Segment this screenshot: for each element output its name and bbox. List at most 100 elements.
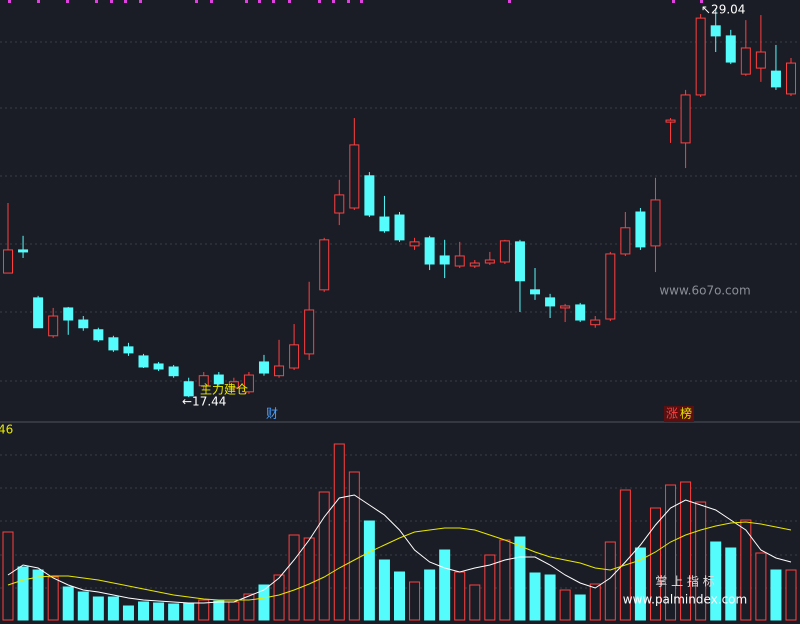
candle-body [228, 381, 239, 389]
signal-annotation: 涨 [666, 406, 678, 421]
candle-body [274, 365, 285, 377]
candle-body [695, 17, 706, 96]
marker [95, 0, 98, 3]
candle-body [258, 361, 269, 374]
candle-body [409, 241, 420, 247]
volume-bar [544, 574, 556, 621]
candle-body [770, 70, 781, 88]
candle-body [198, 375, 209, 387]
candle-body [454, 255, 465, 267]
candle-body [349, 144, 360, 209]
volume-bar [499, 539, 511, 621]
volume-bar [17, 566, 29, 621]
marker [288, 0, 291, 3]
candle-body [108, 337, 119, 351]
candle-body [740, 47, 751, 75]
volume-bar [213, 600, 225, 621]
candle-body [48, 315, 59, 337]
candle-body [620, 227, 631, 255]
volume-bar [755, 552, 767, 621]
volume-bar [183, 602, 195, 621]
volume-bar [198, 599, 210, 621]
candle-body [304, 309, 315, 355]
ma-line [7, 521, 792, 601]
candle-body [379, 216, 390, 232]
volume-bar [604, 541, 616, 621]
candle-body [469, 262, 480, 267]
candle-body [394, 214, 405, 241]
volume-bar [62, 586, 74, 621]
marker [360, 0, 363, 3]
volume-bar [92, 596, 104, 621]
volume-bar [77, 591, 89, 621]
volume-bar [318, 491, 330, 621]
volume-bar [107, 596, 119, 621]
candle-body [319, 239, 330, 291]
candle-body [530, 289, 541, 295]
candle-body [560, 305, 571, 309]
candle-body [424, 237, 435, 265]
candle-body [710, 25, 721, 37]
volume-bar [363, 520, 375, 621]
candle-body [213, 374, 224, 385]
volume-bar [122, 605, 134, 621]
marker [318, 0, 321, 3]
candle-body [364, 175, 375, 216]
candle-body [680, 94, 691, 144]
candle-body [63, 307, 74, 321]
low-annotation: ←17.44 [182, 395, 226, 409]
volume-bar [514, 536, 526, 621]
candle-body [289, 344, 300, 369]
volume-bar [740, 519, 752, 621]
candle-body [334, 194, 345, 214]
volume-bar [574, 594, 586, 621]
marker [37, 0, 40, 3]
volume-bar [710, 541, 722, 621]
candle-body [725, 35, 736, 63]
marker [700, 0, 703, 3]
volume-bar [469, 584, 481, 621]
candle-body [605, 253, 616, 320]
marker [8, 0, 11, 3]
volume-bar [258, 584, 270, 621]
volume-bar [559, 589, 571, 621]
candle-body [650, 199, 661, 247]
volume-bar [785, 569, 797, 621]
volume-bar [529, 572, 541, 621]
volume-bar [288, 534, 300, 621]
marker [110, 0, 113, 3]
volume-bar [695, 501, 707, 621]
ma-line [7, 494, 792, 604]
marker [272, 0, 275, 3]
candle-body [183, 381, 194, 397]
candle-body [18, 249, 29, 253]
volume-bar [665, 484, 677, 621]
marker [332, 0, 335, 3]
volume-bar [32, 569, 44, 621]
candle-body [168, 366, 179, 377]
candle-body [590, 319, 601, 326]
volume-bar [168, 603, 180, 621]
volume-bar [138, 601, 150, 621]
volume-bar [439, 549, 451, 621]
volume-bar [333, 443, 345, 621]
volume-bar [228, 601, 240, 621]
volume-bar [273, 574, 285, 621]
watermark: 掌 上 指 标 [655, 574, 714, 589]
candle-body [439, 255, 450, 265]
volume-bar [589, 583, 601, 621]
volume-bar [409, 581, 421, 621]
candle-body [665, 119, 676, 123]
volume-bar [634, 547, 646, 621]
candle-body [514, 241, 525, 282]
signal-box [664, 406, 694, 422]
marker [245, 0, 248, 3]
volume-bar [770, 569, 782, 621]
volume-label: 46 [0, 423, 13, 437]
volume-bar [424, 569, 436, 621]
candle-body [499, 240, 510, 263]
volume-bar [484, 554, 496, 621]
candle-body [123, 346, 134, 354]
